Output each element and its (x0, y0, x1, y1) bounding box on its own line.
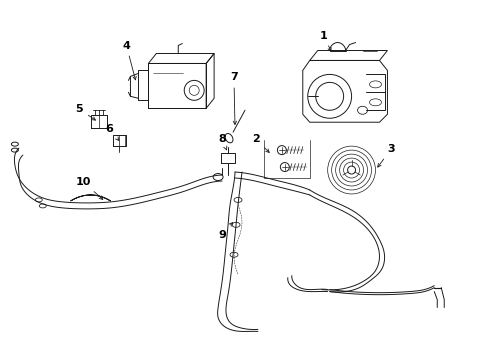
Text: 1: 1 (319, 31, 330, 51)
Text: 5: 5 (76, 104, 95, 120)
Text: 2: 2 (251, 134, 269, 153)
Ellipse shape (224, 134, 232, 143)
Text: 6: 6 (105, 124, 119, 140)
Text: 7: 7 (229, 72, 237, 125)
Text: 3: 3 (377, 144, 394, 167)
Text: 9: 9 (218, 222, 232, 240)
Text: 10: 10 (76, 177, 102, 199)
Text: 4: 4 (122, 41, 136, 80)
Text: 8: 8 (218, 134, 226, 150)
